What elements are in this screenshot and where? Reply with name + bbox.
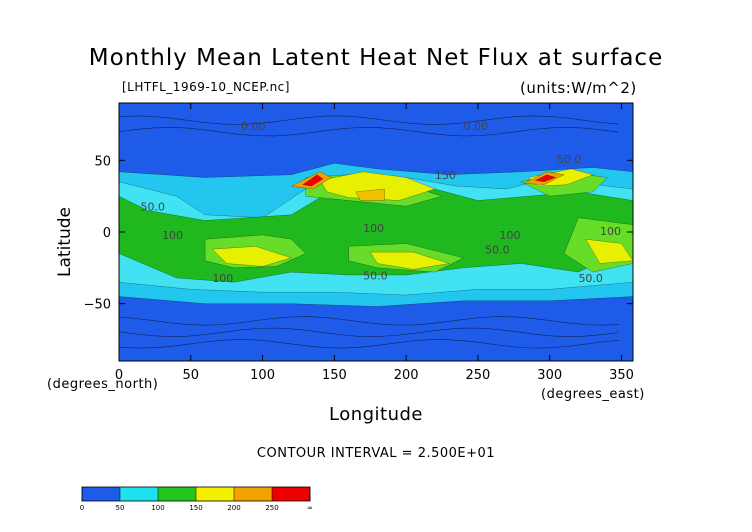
colorbar-tick-label: ∞ (307, 504, 313, 512)
contour-label: 100 (499, 229, 520, 242)
colorbar-segment (82, 487, 120, 501)
flux-region-band-125-150 (211, 246, 292, 267)
contour-label: 100 (162, 229, 183, 242)
colorbar-segment (158, 487, 196, 501)
x-tick-label: 200 (394, 368, 419, 383)
x-tick-label: 300 (537, 368, 562, 383)
contour-line (119, 339, 619, 349)
contour-label: 100 (212, 272, 233, 285)
contour-label: 50.0 (578, 272, 603, 285)
contour-label: 100 (600, 225, 621, 238)
y-units-label: (degrees_north) (47, 377, 159, 392)
x-tick-label: 250 (466, 368, 491, 383)
contour-label: 50.0 (141, 201, 166, 214)
flux-region-band-250-up (534, 174, 557, 183)
contour-line (119, 327, 619, 337)
contour-interval: CONTOUR INTERVAL = 2.500E+01 (256, 446, 496, 461)
y-tick-label: 50 (94, 154, 111, 169)
chart-title: Monthly Mean Latent Heat Net Flux at sur… (88, 45, 664, 71)
contour-label: 50.0 (557, 153, 582, 166)
colorbar-tick-label: 50 (116, 504, 125, 512)
x-tick-label: 100 (250, 368, 275, 383)
x-tick-label: 50 (183, 368, 200, 383)
flux-region-band-125-150 (319, 171, 436, 201)
flux-region-band-175-200 (355, 188, 385, 201)
colorbar-tick-label: 250 (265, 504, 278, 512)
colorbar-tick-label: 150 (189, 504, 202, 512)
y-tick-label: 0 (103, 226, 111, 241)
x-tick-label: 350 (609, 368, 634, 383)
x-axis-label: Longitude (328, 404, 424, 425)
colorbar-tick-label: 100 (151, 504, 164, 512)
contour-line (119, 115, 619, 125)
colorbar-segment (272, 487, 310, 501)
units-label: (units:W/m^2) (520, 79, 637, 97)
flux-region-band-125-150 (585, 238, 633, 264)
x-units-label: (degrees_east) (541, 387, 645, 402)
contour-label: 50.0 (485, 244, 510, 257)
contour-line (119, 316, 619, 326)
colorbar: 0 50 100 150 200 250 ∞ (80, 486, 313, 512)
colorbar-tick-label: 0 (80, 504, 84, 512)
colorbar-segment (234, 487, 272, 501)
flux-map: 0.00 0.00 50.0 50.0 150 100 100 100 100 50.0 50.0 5… (119, 103, 633, 361)
flux-region-band-125-150 (369, 251, 450, 270)
axes: 0 50 100 150 200 250 300 350 −50 0 50 (84, 103, 634, 383)
flux-region-band-250-up (302, 174, 324, 187)
y-axis-label: Latitude (55, 207, 75, 277)
x-tick-label: 150 (322, 368, 347, 383)
contour-label: 0.00 (464, 120, 489, 133)
colorbar-segment (196, 487, 234, 501)
contour-label: 100 (363, 222, 384, 235)
contour-label: 50.0 (363, 269, 388, 282)
dataset-subtitle: [LHTFL_1969-10_NCEP.nc] (122, 80, 290, 94)
colorbar-segment (120, 487, 158, 501)
contour-label: 0.00 (241, 120, 266, 133)
colorbar-tick-label: 200 (227, 504, 240, 512)
contour-label: 150 (435, 169, 456, 182)
x-tick-label: 0 (115, 368, 123, 383)
contour-line (119, 127, 619, 137)
y-tick-label: −50 (84, 298, 111, 313)
